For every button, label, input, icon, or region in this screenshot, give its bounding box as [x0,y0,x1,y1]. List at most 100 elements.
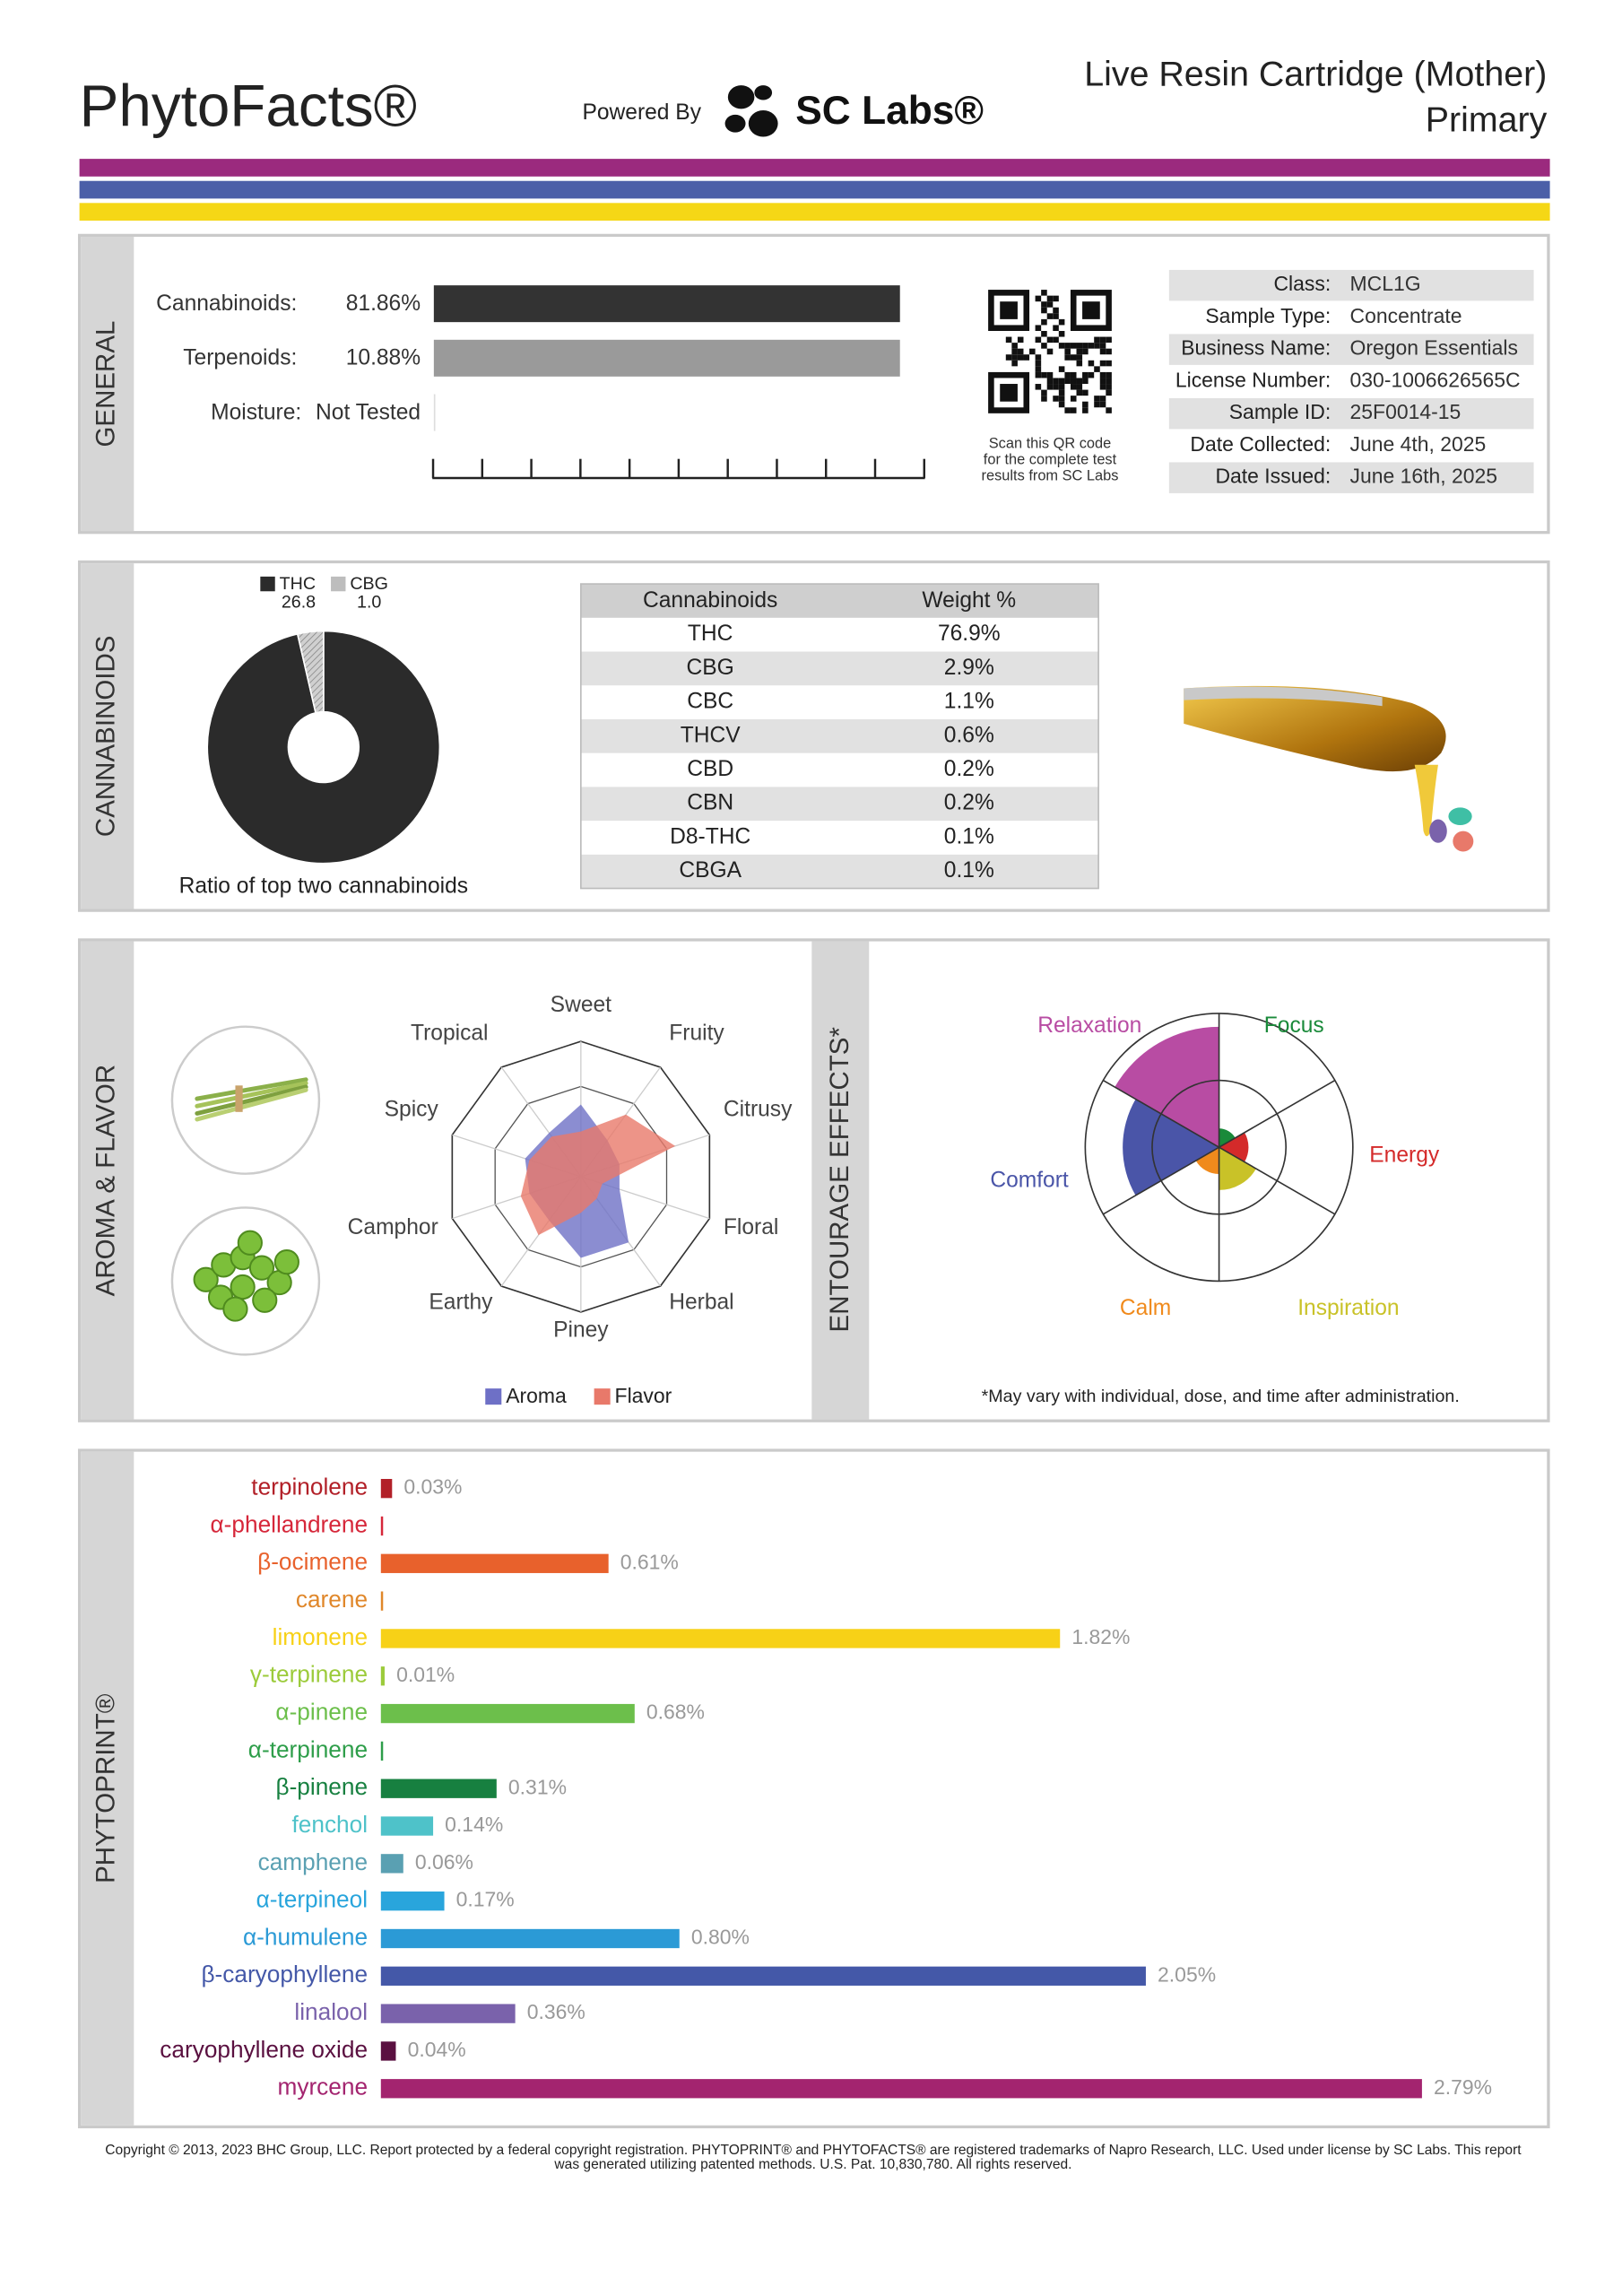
lab-logo-mark [754,85,773,100]
radar-axis-label: Herbal [669,1291,733,1315]
qr-cell [1082,389,1089,396]
footnote: *May vary with individual, dose, and tim… [982,1387,1460,1406]
header-stripe [79,180,1550,199]
qr-cell [1088,360,1095,367]
qr-cell [1058,318,1065,326]
table-cell: 0.6% [944,723,994,747]
panel-band [81,941,134,1420]
row-label: Terpenoids: [183,346,297,370]
info-label: Business Name: [1181,336,1331,360]
qr-cell [1064,343,1071,349]
qr-cell [1011,348,1018,355]
qr-cell [1099,336,1106,344]
terpene-value: 2.05% [1158,1962,1216,1986]
oil-dot [1453,831,1474,852]
qr-cell [1053,336,1059,344]
qr-cell [1099,360,1106,367]
info-value: June 16th, 2025 [1350,465,1498,488]
panel [77,1448,1550,2129]
terpene-value: 0.36% [527,2000,585,2023]
info-value: MCL1G [1350,272,1421,295]
terpene-label: β-pinene [276,1773,369,1800]
qr-cell [1106,384,1112,390]
terpene-bar [380,1741,384,1761]
qr-cell [1106,336,1112,344]
oil-spoon [1184,685,1446,772]
qr-cell [1099,384,1106,390]
qr-cell [1058,401,1065,408]
qr-cell [1035,384,1042,390]
terpene-value: 1.82% [1071,1625,1130,1648]
qr-caption: for the complete test [984,452,1117,468]
qr-cell [1046,348,1054,355]
footer-text: Copyright © 2013, 2023 BHC Group, LLC. R… [105,2143,1522,2158]
qr-cell [1058,330,1065,337]
qr-cell [1070,384,1077,390]
radar-axis-label: Citrusy [724,1098,793,1122]
terpene-bar [380,1553,609,1573]
polar-sector [1219,1128,1236,1148]
qr-cell [1041,343,1047,349]
row-value: 81.86% [346,291,421,316]
legend-label: Flavor [615,1384,672,1407]
radar-axis-label: Earthy [429,1291,493,1315]
row-value: Not Tested [316,400,421,424]
qr-cell [1076,384,1083,390]
qr-cell [1064,348,1071,355]
qr-code [988,290,1112,413]
radar-area [520,1114,676,1236]
qr-cell [1099,396,1106,402]
polar-label: Comfort [990,1168,1069,1192]
qr-cell [1053,295,1059,302]
row-label: Cannabinoids: [156,291,297,316]
qr-cell [1041,301,1047,308]
info-value: 25F0014-15 [1350,400,1462,423]
terpene-label: terpinolene [251,1474,368,1500]
qr-cell [1106,378,1112,385]
table-cell: 0.1% [944,858,994,883]
table-cell: CBGA [679,858,742,883]
lab-logo-mark [748,109,778,137]
radar-axis-label: Tropical [411,1021,489,1045]
section-label: CANNABINOIDS [91,636,121,838]
qr-cell [1076,378,1083,385]
qr-cell [1017,336,1024,344]
lemongrass-stalk [195,1077,308,1101]
qr-cell [1094,401,1100,408]
qr-cell [1053,396,1059,402]
terpene-value: 0.06% [415,1850,473,1874]
panel-band [81,237,134,532]
qr-cell [1082,401,1089,408]
table-cell: 76.9% [938,622,1001,646]
qr-cell [1094,343,1100,349]
terpene-label: caryophyllene oxide [160,2036,368,2063]
polar-label: Inspiration [1297,1296,1399,1320]
radar-axis-label: Floral [724,1215,778,1239]
table-row-bg [580,787,1099,822]
donut-slice [296,630,325,714]
qr-cell [1099,343,1106,349]
terpene-bar [380,2079,1422,2099]
terpene-label: camphene [258,1848,368,1875]
terpene-label: α-phellandrene [211,1510,369,1537]
qr-cell [1053,307,1059,314]
brand-logo: PhytoFacts® [80,73,417,138]
qr-cell [1064,407,1071,413]
polar-label: Focus [1264,1013,1324,1038]
qr-cell [1058,389,1065,396]
powered-by: Powered By [582,100,701,125]
table-cell: 1.1% [944,690,994,714]
polar-spoke [1219,1146,1336,1215]
info-value: Oregon Essentials [1350,336,1518,360]
qr-cell [1076,348,1083,355]
qr-cell [1076,343,1083,349]
info-label: Class: [1273,272,1331,295]
qr-cell [1035,354,1042,361]
terpene-bar [380,1928,680,1949]
qr-cell [1058,396,1065,402]
qr-cell [1011,360,1018,367]
qr-cell [1058,366,1065,372]
lab-logo: SC Labs® [795,89,984,133]
qr-cell [1070,371,1077,378]
